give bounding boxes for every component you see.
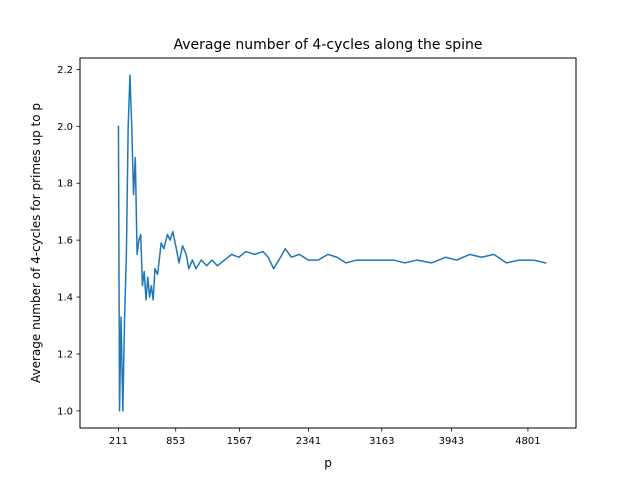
y-axis-ticks: 1.0 1.2 1.4 1.6 1.8 2.0 2.2 — [57, 65, 80, 417]
x-axis-label: p — [324, 456, 332, 470]
x-tick-label-5: 3943 — [439, 436, 464, 447]
y-tick-label-6: 2.2 — [57, 65, 73, 76]
x-tick-label-6: 4801 — [515, 436, 540, 447]
chart-title: Average number of 4-cycles along the spi… — [173, 37, 482, 53]
y-axis-label: Average number of 4-cycles for primes up… — [29, 103, 43, 383]
x-axis-ticks: 211 853 1567 2341 3163 3943 4801 — [109, 428, 541, 447]
plot-frame — [79, 57, 577, 429]
x-tick-label-0: 211 — [109, 436, 128, 447]
y-tick-label-2: 1.4 — [57, 293, 73, 304]
y-tick-label-4: 1.8 — [57, 179, 73, 190]
y-tick-label-1: 1.2 — [57, 350, 73, 361]
y-tick-label-0: 1.0 — [57, 406, 73, 417]
x-tick-label-3: 2341 — [296, 436, 321, 447]
x-tick-label-2: 1567 — [227, 436, 252, 447]
y-tick-label-3: 1.6 — [57, 236, 73, 247]
y-tick-label-5: 2.0 — [57, 122, 73, 133]
x-tick-label-1: 853 — [166, 436, 185, 447]
plot-area — [117, 74, 547, 412]
x-tick-label-4: 3163 — [369, 436, 394, 447]
series-line-0 — [117, 74, 547, 412]
